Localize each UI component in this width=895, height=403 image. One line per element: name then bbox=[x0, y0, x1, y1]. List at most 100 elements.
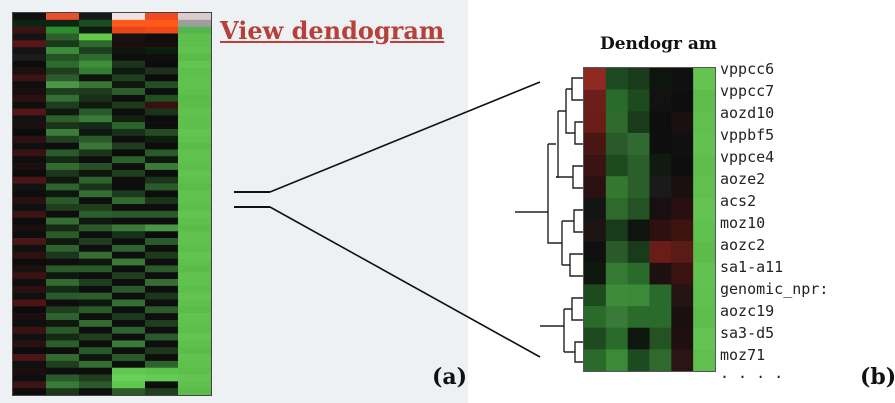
heatmap-cell bbox=[178, 101, 211, 109]
heatmap-cell bbox=[145, 115, 179, 123]
heatmap-cell bbox=[605, 306, 628, 329]
heatmap-cell bbox=[693, 132, 715, 155]
heatmap-cell bbox=[671, 197, 694, 220]
heatmap-cell bbox=[79, 40, 113, 48]
heatmap-cell bbox=[584, 132, 607, 155]
gene-label: aoze2 bbox=[720, 170, 766, 188]
heatmap-cell bbox=[79, 122, 113, 130]
heatmap-detail bbox=[583, 67, 716, 372]
heatmap-cell bbox=[13, 244, 47, 253]
heatmap-cell bbox=[46, 135, 80, 143]
heatmap-cell bbox=[112, 265, 146, 273]
heatmap-cell bbox=[627, 68, 650, 90]
heatmap-cell bbox=[145, 217, 179, 225]
heatmap-cell bbox=[112, 190, 146, 198]
heatmap-cell bbox=[46, 292, 80, 300]
heatmap-cell bbox=[13, 19, 47, 27]
heatmap-cell bbox=[79, 231, 113, 239]
heatmap-cell bbox=[79, 13, 113, 21]
heatmap-cell bbox=[605, 241, 628, 264]
heatmap-cell bbox=[649, 241, 672, 264]
gene-label: acs2 bbox=[720, 192, 757, 210]
heatmap-cell bbox=[145, 306, 179, 314]
heatmap-cell bbox=[627, 219, 650, 242]
heatmap-cell bbox=[178, 272, 211, 280]
heatmap-cell bbox=[145, 319, 179, 328]
heatmap-cell bbox=[584, 111, 607, 134]
heatmap-cell bbox=[79, 279, 113, 287]
heatmap-cell bbox=[649, 154, 672, 177]
heatmap-cell bbox=[671, 111, 694, 134]
heatmap-cell bbox=[178, 74, 211, 82]
heatmap-cell bbox=[605, 89, 628, 112]
heatmap-cell bbox=[627, 349, 650, 371]
heatmap-cell bbox=[79, 176, 113, 184]
heatmap-cell bbox=[13, 217, 47, 225]
gene-label: aozd10 bbox=[720, 104, 775, 122]
heatmap-cell bbox=[46, 169, 80, 178]
heatmap-cell bbox=[13, 231, 47, 239]
heatmap-cell bbox=[79, 197, 113, 205]
heatmap-cell bbox=[112, 101, 146, 109]
gene-label: vppce4 bbox=[720, 148, 775, 166]
heatmap-cell bbox=[79, 47, 113, 55]
heatmap-cell bbox=[605, 349, 628, 371]
heatmap-cell bbox=[145, 26, 179, 34]
heatmap-cell bbox=[79, 26, 113, 34]
connector-upper-diagonal bbox=[269, 81, 541, 193]
heatmap-cell bbox=[649, 219, 672, 242]
heatmap-cell bbox=[178, 299, 211, 307]
heatmap-cell bbox=[79, 128, 113, 137]
heatmap-cell bbox=[112, 231, 146, 239]
heatmap-cell bbox=[79, 217, 113, 225]
heatmap-cell bbox=[145, 108, 179, 116]
heatmap-cell bbox=[46, 204, 80, 212]
heatmap-cell bbox=[671, 68, 694, 90]
heatmap-cell bbox=[649, 284, 672, 307]
heatmap-cell bbox=[79, 367, 113, 375]
heatmap-cell bbox=[46, 101, 80, 109]
heatmap-cell bbox=[145, 299, 179, 307]
heatmap-cell bbox=[13, 347, 47, 355]
heatmap-cell bbox=[112, 333, 146, 341]
heatmap-cell bbox=[627, 176, 650, 199]
heatmap-cell bbox=[13, 156, 47, 164]
heatmap-cell bbox=[112, 244, 146, 253]
heatmap-cell bbox=[671, 327, 694, 350]
heatmap-cell bbox=[178, 53, 211, 62]
heatmap-cell bbox=[693, 111, 715, 134]
heatmap-cell bbox=[605, 111, 628, 134]
heatmap-cell bbox=[112, 272, 146, 280]
heatmap-cell bbox=[145, 367, 179, 375]
heatmap-cell bbox=[178, 374, 211, 382]
heatmap-cell bbox=[145, 190, 179, 198]
heatmap-cell bbox=[46, 279, 80, 287]
gene-label: genomic_npr: bbox=[720, 280, 829, 298]
heatmap-cell bbox=[46, 197, 80, 205]
heatmap-cell bbox=[178, 33, 211, 41]
heatmap-cell bbox=[79, 347, 113, 355]
heatmap-cell bbox=[584, 154, 607, 177]
gene-label: aozc19 bbox=[720, 302, 775, 320]
heatmap-cell bbox=[178, 183, 211, 191]
heatmap-cell bbox=[605, 219, 628, 242]
heatmap-cell bbox=[584, 219, 607, 242]
heatmap-cell bbox=[671, 154, 694, 177]
heatmap-cell bbox=[112, 319, 146, 328]
heatmap-cell bbox=[178, 381, 211, 389]
heatmap-cell bbox=[46, 313, 80, 321]
heatmap-cell bbox=[46, 94, 80, 102]
heatmap-cell bbox=[693, 197, 715, 220]
heatmap-cell bbox=[693, 349, 715, 371]
heatmap-cell bbox=[112, 217, 146, 225]
heatmap-cell bbox=[46, 265, 80, 273]
view-dendogram-link[interactable]: View dendogram bbox=[220, 16, 445, 45]
heatmap-cell bbox=[605, 284, 628, 307]
heatmap-cell bbox=[627, 154, 650, 177]
heatmap-cell bbox=[112, 26, 146, 34]
heatmap-cell bbox=[178, 388, 211, 395]
heatmap-cell bbox=[13, 40, 47, 48]
heatmap-cell bbox=[584, 197, 607, 220]
heatmap-cell bbox=[671, 262, 694, 285]
heatmap-cell bbox=[145, 149, 179, 157]
